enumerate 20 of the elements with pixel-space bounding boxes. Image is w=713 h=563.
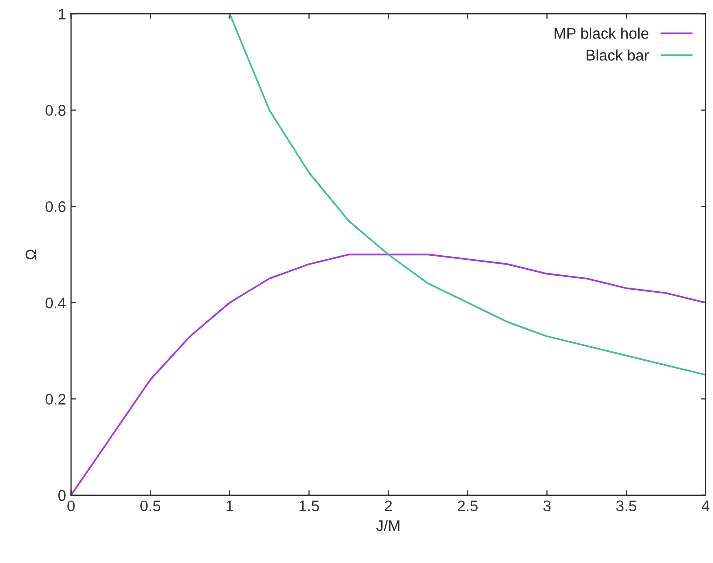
y-axis-title: Ω: [26, 250, 36, 260]
x-axis-title: J/M: [376, 520, 400, 532]
legend-label: MP black hole: [554, 28, 649, 40]
x-tick-label: 1.5: [300, 500, 320, 512]
y-tick-label: 0.4: [46, 298, 66, 309]
y-tick-label: 0.2: [46, 394, 66, 405]
x-tick-label: 3.5: [616, 500, 637, 512]
y-tick-label: 1: [59, 9, 66, 20]
x-tick-label: 0: [68, 500, 75, 512]
x-tick-label: 4: [702, 500, 710, 512]
x-tick-label: 2.5: [458, 500, 478, 512]
y-tick-label: 0.8: [46, 105, 66, 116]
x-tick-label: 0.5: [140, 500, 161, 512]
line-series: [229, 14, 706, 376]
y-tick-label: 0.6: [46, 201, 66, 212]
x-tick-label: 1: [226, 500, 234, 512]
legend-label: Black bar: [586, 50, 650, 61]
x-tick-label: 3: [544, 500, 551, 512]
y-tick-label: 0: [58, 490, 66, 502]
x-tick-label: 2: [385, 500, 392, 512]
